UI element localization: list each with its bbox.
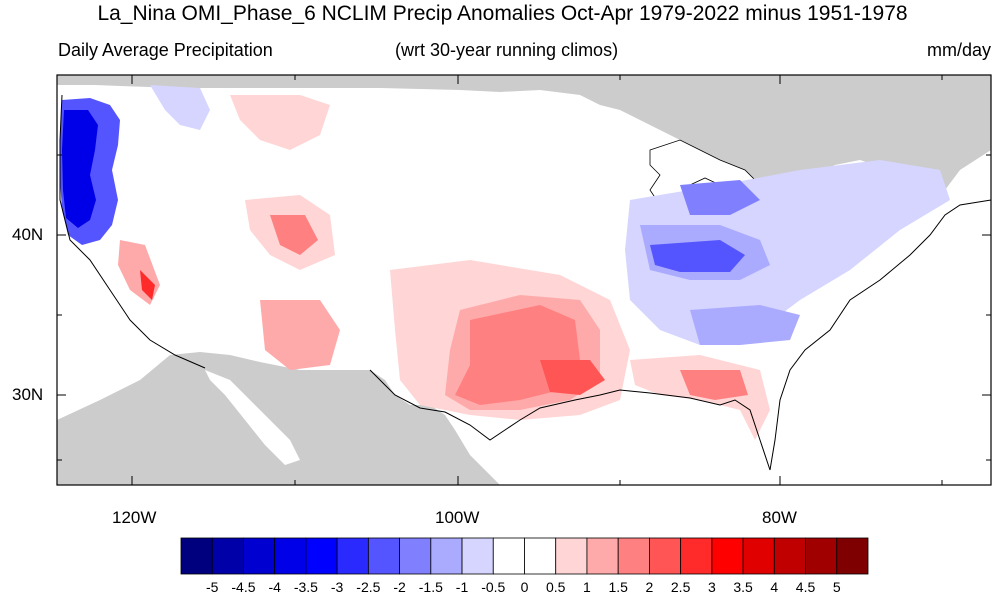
anomaly-se-red xyxy=(680,370,748,400)
y-tick-label-40n: 40N xyxy=(12,225,44,244)
colorbar-swatch-9 xyxy=(461,537,494,575)
colorbar-label-17: 3.5 xyxy=(733,579,753,595)
subtitle-left: Daily Average Precipitation xyxy=(58,40,273,60)
colorbar-swatch-14 xyxy=(617,537,650,575)
colorbar-swatch-18 xyxy=(742,537,775,575)
colorbar-swatch-12 xyxy=(555,537,588,575)
baja-gulf xyxy=(205,370,300,465)
colorbar-label-15: 2.5 xyxy=(670,579,691,595)
map-frame xyxy=(56,74,992,486)
colorbar-swatch-2 xyxy=(243,537,276,575)
y-tick-label-30n: 30N xyxy=(12,385,44,404)
colorbar-label-12: 1 xyxy=(583,579,591,595)
colorbar-label-1: -4.5 xyxy=(231,579,256,595)
colorbar-swatch-15 xyxy=(649,537,682,575)
colorbar-swatch-19 xyxy=(773,537,806,575)
colorbar-swatch-3 xyxy=(274,537,307,575)
x-tick-label-120w: 120W xyxy=(112,508,157,527)
anomaly-south-blue xyxy=(690,305,800,345)
colorbar-label-7: -1.5 xyxy=(418,579,443,595)
colorbar-label-18: 4 xyxy=(770,579,779,595)
colorbar-label-19: 4.5 xyxy=(795,579,816,595)
mexico-land-mask xyxy=(57,352,500,485)
colorbar-swatch-1 xyxy=(211,537,244,575)
colorbar-label-0: -5 xyxy=(205,579,219,595)
colorbar-label-13: 1.5 xyxy=(608,579,628,595)
colorbar-swatch-11 xyxy=(524,537,557,575)
colorbar-label-10: 0 xyxy=(520,579,529,595)
atlantic-ocean xyxy=(760,200,991,485)
coastline xyxy=(59,94,992,471)
colorbar-swatch-17 xyxy=(711,537,744,575)
canada-land-mask xyxy=(57,75,991,200)
colorbar-swatch-21 xyxy=(836,537,869,575)
colorbar-swatch-13 xyxy=(586,537,619,575)
x-tick-label-100w: 100W xyxy=(435,508,480,527)
anomaly-ohio-core xyxy=(650,240,745,272)
anomaly-texas-hot xyxy=(540,360,605,395)
colorbar-label-5: -2.5 xyxy=(356,579,381,595)
colorbar-swatch-20 xyxy=(805,537,838,575)
colorbar-swatch-4 xyxy=(305,537,338,575)
colorbar-label-14: 2 xyxy=(645,579,654,595)
anomaly-pnw-core xyxy=(62,110,98,228)
colorbar-swatch-6 xyxy=(367,537,400,575)
anomaly-nw-light xyxy=(150,85,210,130)
colorbar-swatch-16 xyxy=(680,537,713,575)
colorbar-swatch-10 xyxy=(492,537,525,575)
colorbar-swatch-5 xyxy=(336,537,369,575)
colorbar-label-20: 5 xyxy=(832,579,841,595)
colorbar-swatch-0 xyxy=(180,537,213,575)
anomaly-calif-core xyxy=(140,270,155,300)
map-title: La_Nina OMI_Phase_6 NCLIM Precip Anomali… xyxy=(97,2,908,25)
anomaly-north-light-red xyxy=(230,95,330,150)
colorbar-label-4: -3 xyxy=(330,579,344,595)
colorbar-swatch-8 xyxy=(430,537,463,575)
colorbar-label-3: -3.5 xyxy=(293,579,318,595)
y-ticks xyxy=(57,154,991,461)
anomaly-ne-mid xyxy=(680,180,760,215)
units-label: mm/day xyxy=(926,40,991,60)
colorbar-label-16: 3 xyxy=(707,579,716,595)
anomaly-sw-red xyxy=(260,300,340,370)
colorbar-label-2: -4 xyxy=(268,579,281,595)
colorbar-label-8: -1 xyxy=(455,579,469,595)
subtitle-center: (wrt 30-year running climos) xyxy=(395,40,619,60)
colorbar-swatch-7 xyxy=(399,537,432,575)
anomaly-rockies-core xyxy=(270,215,318,255)
colorbar-label-6: -2 xyxy=(393,579,406,595)
x-ticks xyxy=(131,75,943,485)
colorbar-label-9: -0.5 xyxy=(481,579,506,595)
colorbar-label-11: 0.5 xyxy=(545,579,566,595)
x-tick-label-80w: 80W xyxy=(762,508,797,527)
